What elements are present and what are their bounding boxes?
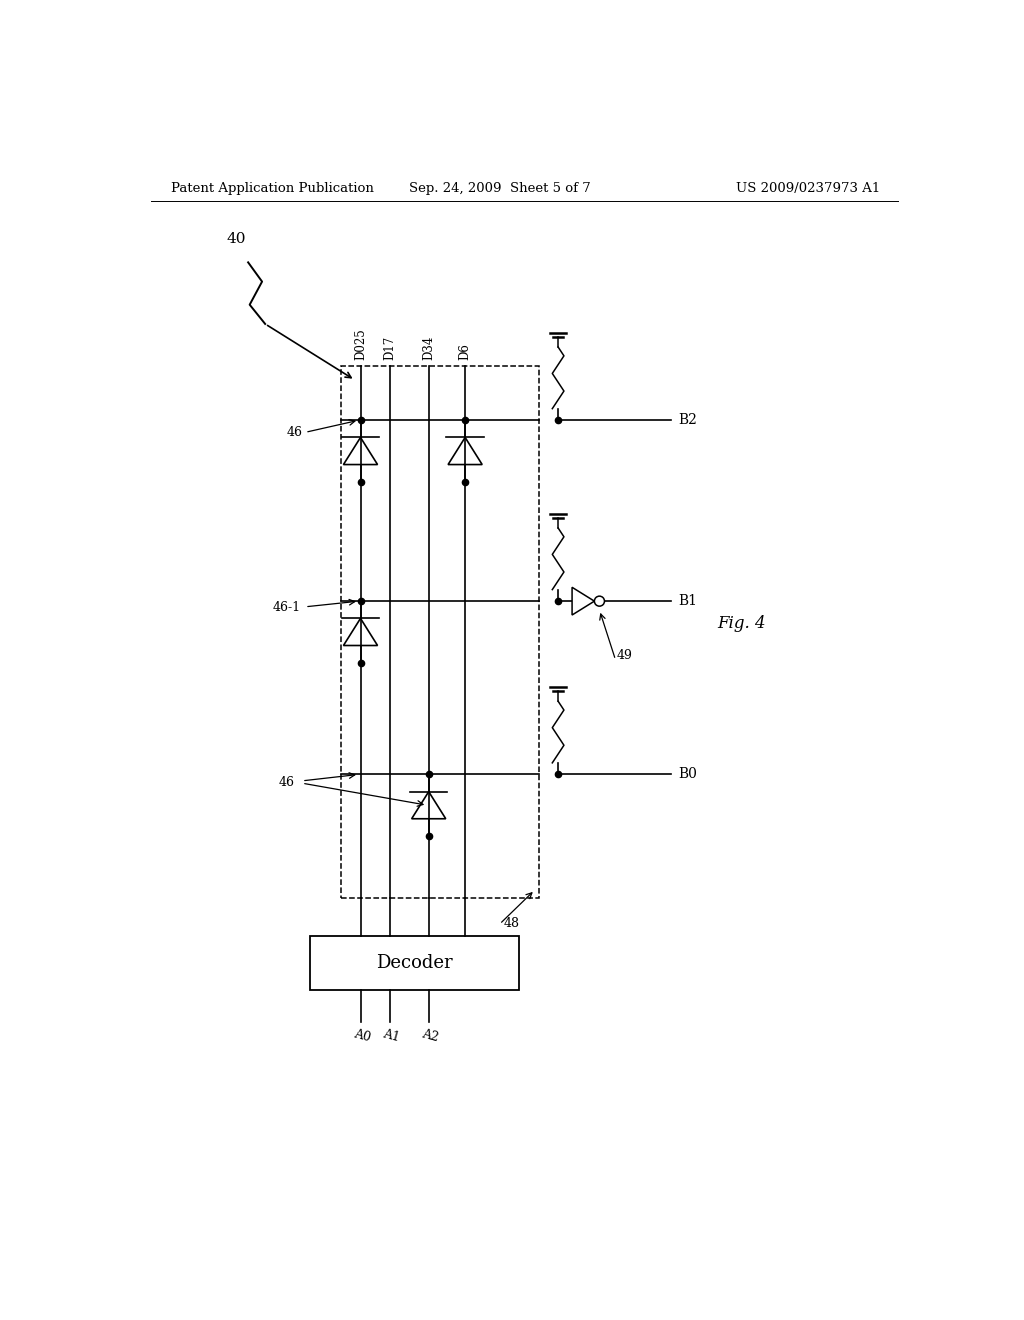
Text: US 2009/0237973 A1: US 2009/0237973 A1 (735, 182, 880, 194)
Text: B1: B1 (678, 594, 697, 609)
Text: A2: A2 (421, 1027, 440, 1044)
Text: D6: D6 (459, 343, 472, 360)
Text: Patent Application Publication: Patent Application Publication (171, 182, 374, 194)
Text: D025: D025 (354, 329, 367, 360)
Circle shape (594, 597, 604, 606)
Text: 49: 49 (616, 649, 632, 661)
Text: 46: 46 (279, 776, 295, 789)
Text: A0: A0 (352, 1027, 372, 1044)
Text: B2: B2 (678, 413, 697, 428)
Text: 46: 46 (287, 425, 303, 438)
Text: D17: D17 (383, 335, 396, 360)
Text: 46-1: 46-1 (272, 601, 301, 614)
Text: Sep. 24, 2009  Sheet 5 of 7: Sep. 24, 2009 Sheet 5 of 7 (410, 182, 591, 194)
Polygon shape (572, 587, 594, 615)
Text: Fig. 4: Fig. 4 (717, 615, 766, 632)
Text: D34: D34 (422, 335, 435, 360)
Text: Decoder: Decoder (377, 954, 453, 972)
Bar (310, 936, 519, 990)
Text: 40: 40 (226, 232, 246, 246)
Text: A1: A1 (382, 1027, 401, 1044)
Text: B0: B0 (678, 767, 697, 781)
Text: 48: 48 (504, 917, 520, 929)
